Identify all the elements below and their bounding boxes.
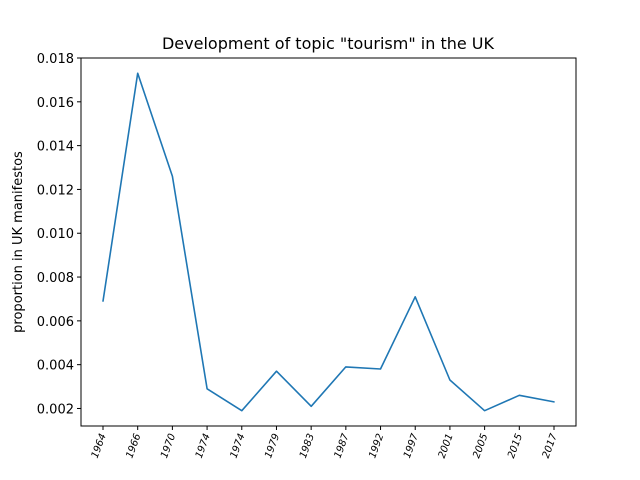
x-tick-label: 1987 [333, 432, 352, 460]
x-tick-label: 1964 [90, 432, 109, 460]
x-tick-label: 1974 [229, 432, 248, 460]
y-tick-label: 0.010 [37, 227, 74, 242]
x-tick-label: 1970 [159, 432, 178, 460]
y-tick-label: 0.004 [37, 359, 74, 374]
y-tick-label: 0.018 [37, 52, 74, 67]
chart-title: Development of topic "tourism" in the UK [162, 34, 495, 53]
x-tick-label: 1992 [367, 432, 386, 460]
plot-area: 0.002 0.004 0.006 0.008 0.010 0.012 0.014 0.016… [37, 52, 577, 460]
series-line [102, 72, 555, 412]
plot-frame [80, 57, 577, 427]
x-tick-label: 1966 [124, 432, 143, 460]
x-tick-label: 2017 [541, 432, 560, 460]
y-tick-label: 0.014 [37, 140, 74, 155]
x-tick-label: 2015 [506, 432, 525, 460]
x-tick-label: 1983 [298, 432, 317, 460]
x-tick-label: 2001 [437, 432, 456, 460]
x-tick-label: 1997 [402, 432, 421, 460]
x-tick-label: 2005 [471, 432, 490, 460]
y-tick-label: 0.016 [37, 96, 74, 111]
y-tick-label: 0.012 [37, 183, 74, 198]
y-tick-label: 0.008 [37, 271, 74, 286]
x-tick-label: 1974 [194, 432, 213, 460]
x-tick-label: 1979 [263, 432, 282, 460]
y-tick-label: 0.006 [37, 315, 74, 330]
y-tick-label: 0.002 [37, 402, 74, 417]
y-axis-label: proportion in UK manifestos [11, 151, 26, 333]
